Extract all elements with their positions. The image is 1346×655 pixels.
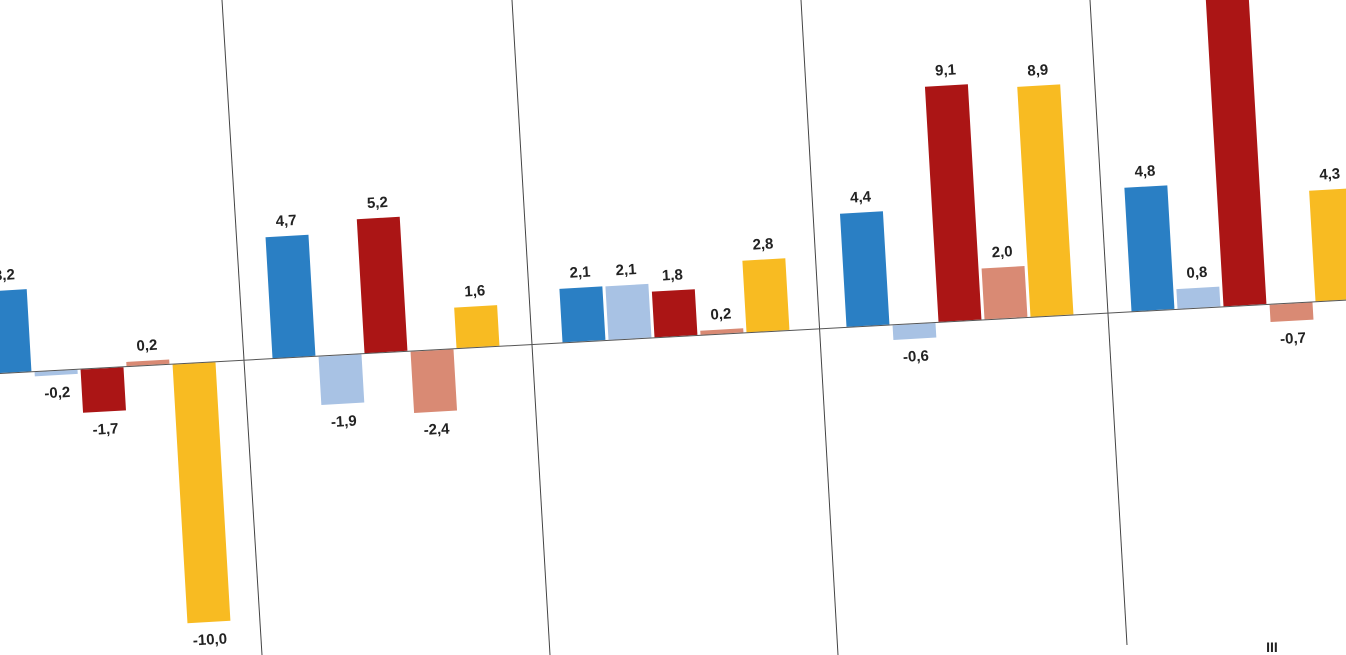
bar [0, 288, 33, 375]
bar [171, 361, 232, 625]
bar [741, 257, 791, 334]
group-separator-line [221, 0, 263, 655]
group-separator-line [511, 0, 551, 655]
data-labels-layer: 3,2 -0,2 -1,7 0,2 -10,0 4,7 -1,9 5,2 -2,4 1,6 2,1 2… [0, 61, 1341, 649]
axis-tick-label: III [1266, 639, 1278, 655]
data-label: 0,2 [710, 305, 732, 323]
bar [604, 282, 653, 341]
data-label: 9,1 [935, 61, 957, 79]
bar [409, 348, 459, 415]
data-label: 4,4 [850, 188, 872, 206]
bar [1204, 0, 1268, 308]
data-label: -0,7 [1280, 330, 1307, 348]
bar [980, 264, 1029, 321]
bar [1268, 301, 1315, 324]
bar [1308, 187, 1346, 303]
data-label: -1,9 [330, 413, 357, 431]
group-separator-line [800, 0, 839, 655]
bar [923, 83, 983, 323]
zero-axis-line [0, 299, 1346, 374]
data-label: 0,8 [1186, 264, 1208, 282]
bars-layer [0, 0, 1346, 625]
data-label: 1,8 [662, 266, 684, 284]
data-label: -10,0 [192, 630, 227, 649]
group-separators [221, 0, 1128, 655]
bar [355, 215, 409, 355]
data-label: -0,2 [44, 384, 71, 402]
bar [317, 353, 366, 407]
bar [79, 366, 128, 414]
bar [558, 285, 607, 344]
data-label: 0,2 [136, 337, 158, 355]
data-label: 5,2 [366, 194, 388, 212]
group-separator-line [1089, 0, 1128, 646]
data-label: 4,7 [275, 212, 297, 230]
bar [838, 210, 891, 328]
data-label: 3,2 [0, 266, 15, 284]
bar [891, 321, 938, 342]
data-label: 8,9 [1027, 62, 1049, 80]
data-label: -0,6 [903, 348, 930, 366]
data-label: 4,8 [1134, 163, 1156, 181]
data-label: -2,4 [423, 420, 450, 438]
bar [453, 304, 501, 350]
bar [1175, 285, 1222, 310]
bar [650, 288, 699, 339]
data-label: 2,1 [569, 264, 591, 282]
data-label: 2,0 [991, 243, 1013, 261]
data-label: -1,7 [92, 420, 119, 438]
bar [1123, 184, 1176, 313]
data-label: 4,3 [1319, 165, 1341, 183]
data-label: 1,6 [464, 282, 486, 300]
data-label: 2,1 [615, 261, 637, 279]
bar [264, 233, 317, 360]
data-label: 2,8 [752, 235, 774, 253]
